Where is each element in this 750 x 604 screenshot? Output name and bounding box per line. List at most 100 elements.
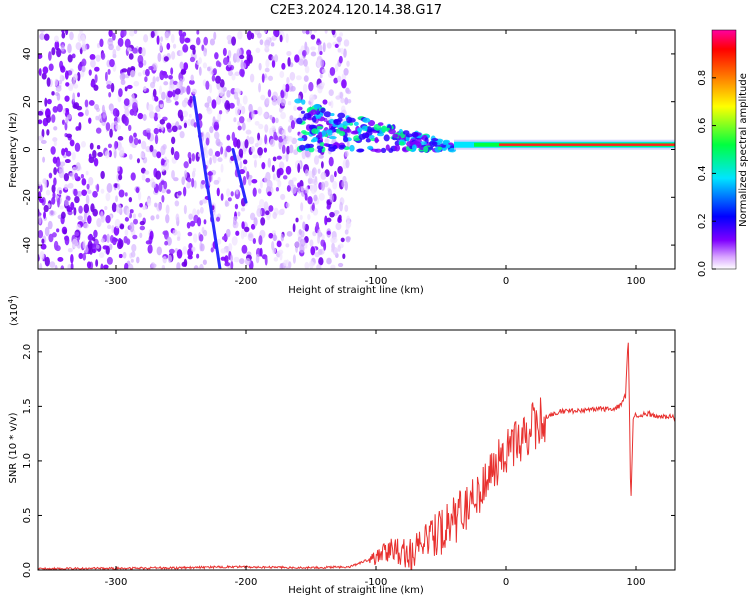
noise-speckle: [236, 48, 242, 58]
noise-speckle: [136, 256, 140, 264]
noise-speckle: [294, 240, 301, 248]
noise-speckle: [128, 53, 134, 60]
noise-speckle: [295, 75, 302, 81]
noise-speckle: [136, 158, 141, 164]
noise-speckle: [236, 97, 240, 107]
noise-speckle: [82, 240, 86, 249]
noise-speckle: [345, 236, 351, 243]
noise-speckle: [100, 263, 104, 269]
noise-speckle: [285, 202, 290, 208]
noise-speckle: [120, 79, 126, 86]
spectrogram-x-tick-label: 0: [503, 276, 509, 287]
noise-speckle: [124, 38, 131, 48]
noise-speckle: [205, 137, 210, 146]
noise-speckle: [174, 200, 180, 207]
noise-speckle: [100, 170, 105, 180]
noise-speckle: [230, 191, 234, 197]
noise-speckle: [77, 63, 83, 72]
noise-speckle: [216, 187, 220, 197]
noise-speckle: [281, 144, 286, 155]
noise-speckle: [245, 129, 252, 135]
noise-speckle: [66, 133, 73, 139]
noise-speckle: [152, 76, 156, 85]
noise-speckle: [271, 59, 276, 68]
noise-speckle: [220, 248, 227, 254]
noise-speckle: [215, 216, 221, 222]
noise-speckle: [159, 119, 166, 125]
noise-speckle: [165, 99, 172, 104]
noise-speckle: [238, 148, 244, 158]
noise-speckle: [145, 240, 152, 245]
noise-speckle: [117, 37, 124, 48]
noise-speckle: [347, 98, 352, 104]
noise-speckle: [320, 171, 327, 180]
noise-speckle: [112, 48, 117, 57]
spread-speckle: [383, 134, 390, 142]
noise-speckle: [200, 243, 205, 252]
noise-speckle: [337, 48, 342, 53]
noise-speckle: [57, 257, 64, 262]
noise-speckle: [139, 225, 146, 231]
noise-speckle: [250, 32, 255, 40]
noise-speckle: [315, 221, 320, 231]
noise-speckle: [38, 191, 42, 201]
spread-speckle: [338, 146, 345, 150]
noise-speckle: [124, 192, 128, 197]
noise-speckle: [212, 154, 217, 164]
noise-speckle: [280, 233, 285, 242]
noise-speckle: [305, 186, 309, 195]
noise-speckle: [106, 84, 112, 90]
noise-speckle: [251, 109, 255, 119]
noise-speckle: [242, 159, 248, 165]
chart-title: C2E3.2024.120.14.38.G17: [270, 3, 442, 18]
noise-speckle: [72, 76, 76, 86]
spectrogram-heatmap: [38, 30, 675, 269]
noise-speckle: [139, 232, 143, 239]
noise-speckle: [55, 85, 62, 92]
noise-speckle: [165, 213, 170, 224]
noise-speckle: [127, 263, 134, 269]
noise-speckle: [172, 89, 176, 98]
noise-speckle: [248, 136, 255, 145]
spread-speckle: [296, 117, 303, 125]
noise-speckle: [179, 50, 184, 57]
noise-speckle: [289, 115, 294, 121]
noise-speckle: [214, 131, 220, 140]
noise-speckle: [46, 129, 50, 136]
noise-speckle: [277, 180, 282, 188]
spread-speckle: [310, 109, 317, 115]
noise-speckle: [145, 177, 151, 183]
noise-speckle: [106, 224, 112, 230]
noise-speckle: [158, 182, 163, 193]
noise-speckle: [51, 184, 56, 194]
noise-speckle: [279, 70, 285, 79]
noise-speckle: [233, 91, 239, 100]
spread-speckle: [381, 126, 387, 133]
noise-speckle: [282, 175, 288, 180]
noise-speckle: [81, 36, 86, 46]
noise-speckle: [39, 33, 45, 41]
noise-speckle: [276, 240, 282, 248]
noise-speckle: [55, 91, 60, 97]
noise-speckle: [123, 98, 130, 106]
noise-speckle: [127, 47, 132, 52]
noise-speckle: [293, 149, 299, 155]
noise-speckle: [328, 156, 334, 167]
noise-speckle: [226, 145, 232, 153]
noise-speckle: [140, 152, 146, 159]
noise-speckle: [75, 162, 81, 172]
noise-speckle: [259, 180, 263, 189]
spectrogram-x-tick-label: -100: [365, 276, 388, 287]
spread-speckle: [377, 122, 384, 126]
noise-speckle: [338, 214, 342, 221]
noise-speckle: [312, 230, 317, 237]
noise-speckle: [164, 161, 170, 171]
noise-speckle: [308, 81, 314, 92]
noise-speckle: [92, 248, 96, 253]
noise-speckle: [221, 95, 227, 104]
spectrogram-x-tick-label: 100: [626, 276, 645, 287]
noise-speckle: [173, 150, 180, 161]
noise-speckle: [170, 33, 175, 44]
noise-speckle: [332, 180, 338, 190]
